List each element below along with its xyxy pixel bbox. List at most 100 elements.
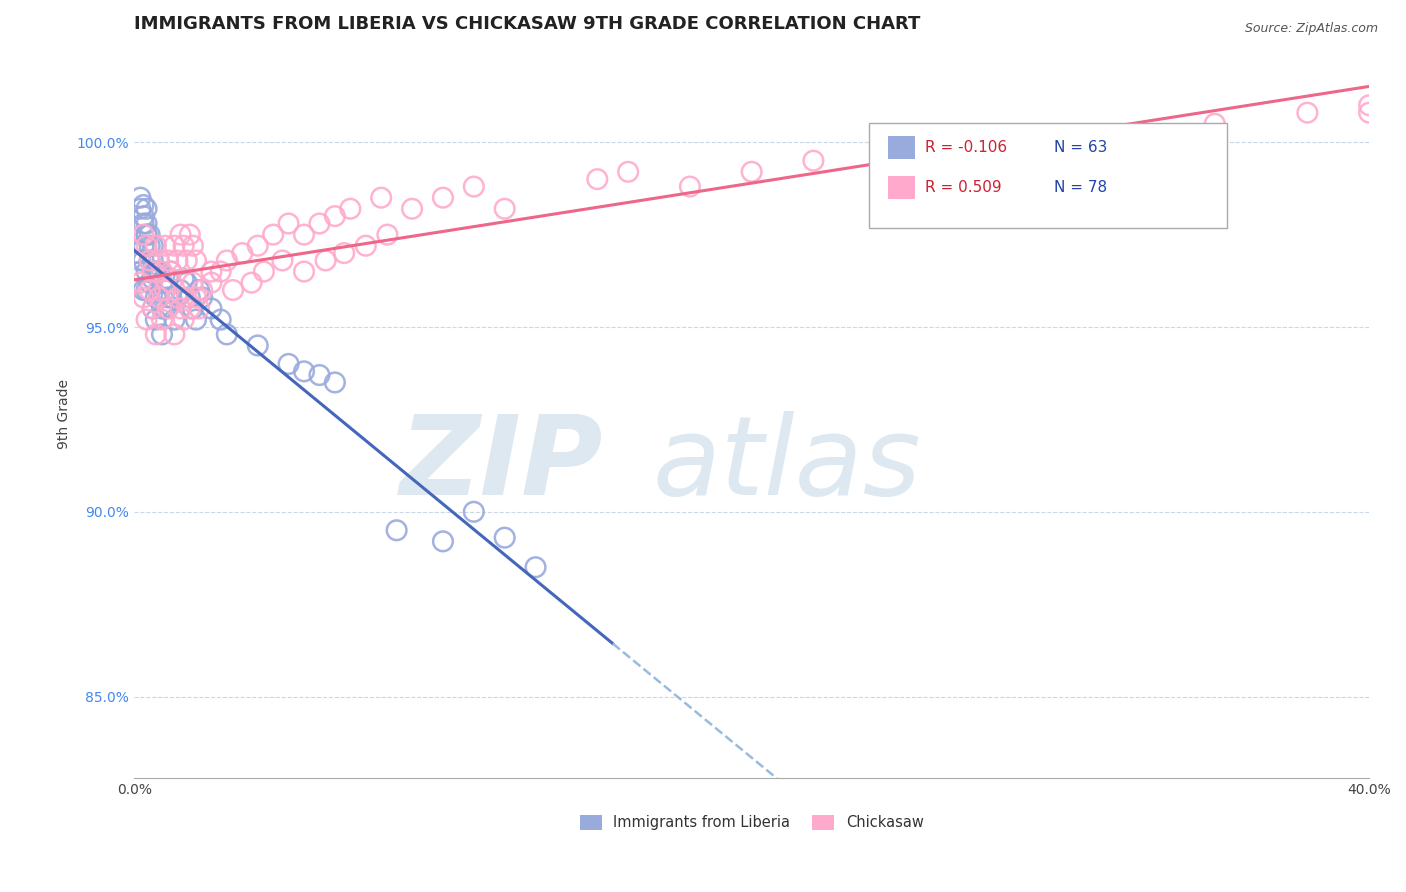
- Point: [176, 290, 198, 304]
- Point: [385, 523, 408, 537]
- Point: [463, 505, 485, 519]
- Point: [135, 312, 157, 326]
- Point: [432, 191, 454, 205]
- Point: [176, 253, 198, 268]
- Point: [1358, 98, 1381, 112]
- Point: [240, 276, 263, 290]
- Point: [145, 238, 167, 252]
- Point: [160, 264, 183, 278]
- Point: [1358, 105, 1381, 120]
- Point: [169, 301, 191, 316]
- Point: [135, 238, 157, 252]
- Text: N = 63: N = 63: [1054, 140, 1108, 155]
- Point: [1204, 117, 1226, 131]
- Point: [132, 253, 155, 268]
- Point: [148, 264, 170, 278]
- Point: [150, 264, 173, 278]
- Point: [617, 165, 640, 179]
- Point: [157, 253, 180, 268]
- Point: [200, 301, 222, 316]
- FancyBboxPatch shape: [887, 176, 915, 199]
- Point: [145, 264, 167, 278]
- Point: [145, 264, 167, 278]
- Point: [1049, 143, 1071, 157]
- Point: [169, 227, 191, 242]
- Point: [679, 179, 702, 194]
- Point: [163, 238, 186, 252]
- Point: [271, 253, 294, 268]
- Point: [323, 376, 346, 390]
- Text: R = 0.509: R = 0.509: [925, 180, 1001, 195]
- Point: [181, 276, 204, 290]
- Point: [138, 253, 160, 268]
- Point: [150, 276, 173, 290]
- Point: [148, 253, 170, 268]
- Point: [222, 283, 245, 297]
- Point: [138, 238, 160, 252]
- Point: [1296, 105, 1319, 120]
- Point: [246, 338, 269, 352]
- Point: [333, 246, 356, 260]
- Text: IMMIGRANTS FROM LIBERIA VS CHICKASAW 9TH GRADE CORRELATION CHART: IMMIGRANTS FROM LIBERIA VS CHICKASAW 9TH…: [134, 15, 921, 33]
- Point: [153, 301, 176, 316]
- Point: [129, 264, 152, 278]
- Text: Source: ZipAtlas.com: Source: ZipAtlas.com: [1244, 22, 1378, 36]
- Point: [163, 327, 186, 342]
- Point: [129, 276, 152, 290]
- Point: [150, 327, 173, 342]
- Point: [132, 238, 155, 252]
- Point: [1111, 128, 1133, 142]
- Point: [153, 283, 176, 297]
- Point: [191, 283, 214, 297]
- Point: [173, 238, 195, 252]
- Point: [315, 253, 337, 268]
- Point: [377, 227, 399, 242]
- Point: [135, 227, 157, 242]
- Point: [129, 253, 152, 268]
- Point: [157, 301, 180, 316]
- Legend: Immigrants from Liberia, Chickasaw: Immigrants from Liberia, Chickasaw: [574, 809, 929, 836]
- Point: [163, 312, 186, 326]
- Point: [184, 290, 207, 304]
- Point: [354, 238, 377, 252]
- Point: [179, 227, 201, 242]
- Point: [292, 264, 315, 278]
- Point: [166, 290, 188, 304]
- Point: [292, 364, 315, 378]
- Point: [142, 301, 165, 316]
- Point: [173, 272, 195, 286]
- Point: [166, 290, 188, 304]
- Point: [181, 238, 204, 252]
- Point: [191, 290, 214, 304]
- Point: [160, 264, 183, 278]
- Point: [215, 253, 238, 268]
- Point: [135, 264, 157, 278]
- Point: [142, 272, 165, 286]
- Y-axis label: 9th Grade: 9th Grade: [58, 379, 72, 449]
- Point: [524, 560, 547, 574]
- Point: [200, 276, 222, 290]
- Point: [308, 368, 330, 382]
- Point: [179, 290, 201, 304]
- Point: [173, 312, 195, 326]
- Point: [138, 227, 160, 242]
- Point: [894, 143, 917, 157]
- Point: [277, 357, 299, 371]
- Point: [803, 153, 825, 168]
- Point: [138, 253, 160, 268]
- Point: [401, 202, 423, 216]
- Text: atlas: atlas: [652, 411, 921, 518]
- Point: [231, 246, 253, 260]
- Point: [494, 531, 516, 545]
- Point: [145, 290, 167, 304]
- Point: [181, 301, 204, 316]
- Point: [157, 272, 180, 286]
- Text: ZIP: ZIP: [399, 411, 603, 518]
- Point: [292, 227, 315, 242]
- Point: [987, 135, 1010, 149]
- Point: [135, 227, 157, 242]
- Point: [160, 276, 183, 290]
- FancyBboxPatch shape: [869, 122, 1227, 228]
- Point: [166, 253, 188, 268]
- Point: [169, 283, 191, 297]
